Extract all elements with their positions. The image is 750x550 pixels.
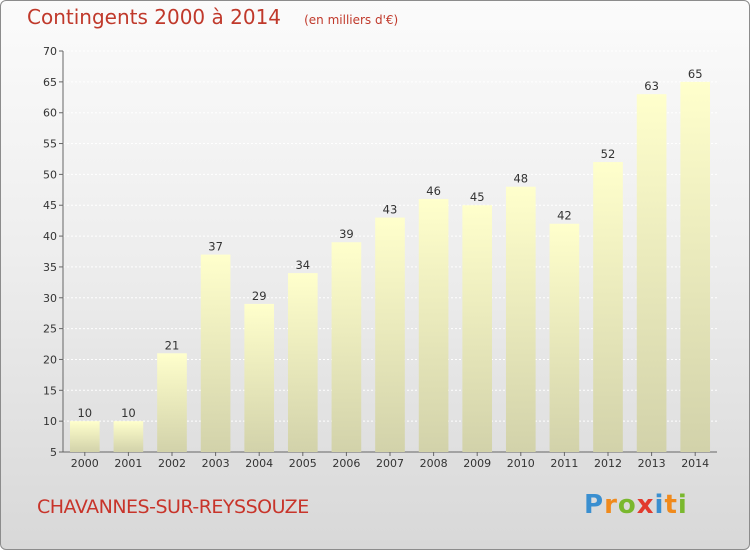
x-tick-label-2000: 2000 — [71, 457, 99, 470]
bar-2014 — [680, 81, 711, 452]
title-row: Contingents 2000 à 2014 (en milliers d'€… — [27, 5, 398, 29]
bar-2004 — [244, 303, 275, 452]
bar-2013 — [636, 94, 667, 452]
y-tick-label: 5 — [50, 446, 57, 459]
brand-letter: t — [664, 490, 678, 520]
y-tick-label: 30 — [43, 292, 57, 305]
bar-2010 — [505, 186, 536, 452]
x-tick-label-2008: 2008 — [420, 457, 448, 470]
bar-2005 — [287, 273, 318, 452]
data-label-2002: 21 — [165, 338, 180, 352]
brand-letter: r — [604, 490, 618, 520]
data-label-2013: 63 — [644, 79, 659, 93]
y-tick-label: 10 — [43, 415, 57, 428]
y-tick-label: 35 — [43, 261, 57, 274]
x-tick-label-2002: 2002 — [158, 457, 186, 470]
y-tick-label: 55 — [43, 138, 57, 151]
bar-2006 — [331, 242, 362, 452]
x-tick-label-2011: 2011 — [550, 457, 578, 470]
y-tick-label: 60 — [43, 107, 57, 120]
bar-2012 — [593, 162, 623, 453]
x-tick-label-2004: 2004 — [245, 457, 273, 470]
commune-name: CHAVANNES-SUR-REYSSOUZE — [37, 496, 309, 518]
y-tick-label: 25 — [43, 323, 57, 336]
data-label-2009: 45 — [470, 190, 485, 204]
y-tick-label: 70 — [43, 45, 57, 58]
bar-2001 — [113, 421, 144, 452]
x-tick-label-2005: 2005 — [289, 457, 317, 470]
x-tick-label-2007: 2007 — [376, 457, 404, 470]
x-tick-label-2010: 2010 — [507, 457, 535, 470]
y-tick-label: 20 — [43, 353, 57, 366]
data-label-2001: 10 — [121, 406, 136, 420]
data-label-2003: 37 — [208, 240, 223, 254]
bar-2003 — [200, 254, 231, 452]
bar-2009 — [462, 205, 493, 452]
x-tick-label-2003: 2003 — [202, 457, 230, 470]
data-label-2004: 29 — [252, 289, 267, 303]
data-label-2006: 39 — [339, 227, 354, 241]
y-tick-label: 15 — [43, 384, 57, 397]
brand-letter: x — [636, 490, 655, 520]
brand-letter: P — [584, 490, 605, 520]
x-tick-label-2012: 2012 — [594, 457, 622, 470]
data-label-2012: 52 — [601, 147, 616, 161]
x-tick-label-2006: 2006 — [332, 457, 360, 470]
data-label-2014: 65 — [688, 67, 703, 81]
bar-2008 — [418, 199, 449, 452]
bar-2002 — [157, 353, 187, 452]
chart-title: Contingents 2000 à 2014 — [27, 5, 282, 29]
data-label-2007: 43 — [383, 203, 398, 217]
y-tick-label: 65 — [43, 76, 57, 89]
brand-letter: o — [617, 490, 637, 520]
x-tick-label-2009: 2009 — [463, 457, 491, 470]
y-tick-label: 50 — [43, 168, 57, 181]
data-label-2010: 48 — [513, 172, 528, 186]
bar-2000 — [69, 421, 100, 452]
data-label-2008: 46 — [426, 184, 441, 198]
bar-2007 — [375, 217, 405, 452]
brand-logo: Proxiti — [584, 490, 688, 520]
x-tick-label-2013: 2013 — [638, 457, 666, 470]
data-label-2011: 42 — [557, 209, 572, 223]
data-label-2000: 10 — [77, 406, 92, 420]
y-tick-label: 45 — [43, 199, 57, 212]
data-label-2005: 34 — [295, 258, 310, 272]
brand-letter: i — [677, 490, 688, 520]
brand-letter: i — [654, 490, 665, 520]
x-tick-label-2014: 2014 — [681, 457, 709, 470]
x-tick-label-2001: 2001 — [114, 457, 142, 470]
chart-unit: (en milliers d'€) — [304, 13, 399, 27]
y-tick-label: 40 — [43, 230, 57, 243]
bar-2011 — [549, 223, 580, 452]
